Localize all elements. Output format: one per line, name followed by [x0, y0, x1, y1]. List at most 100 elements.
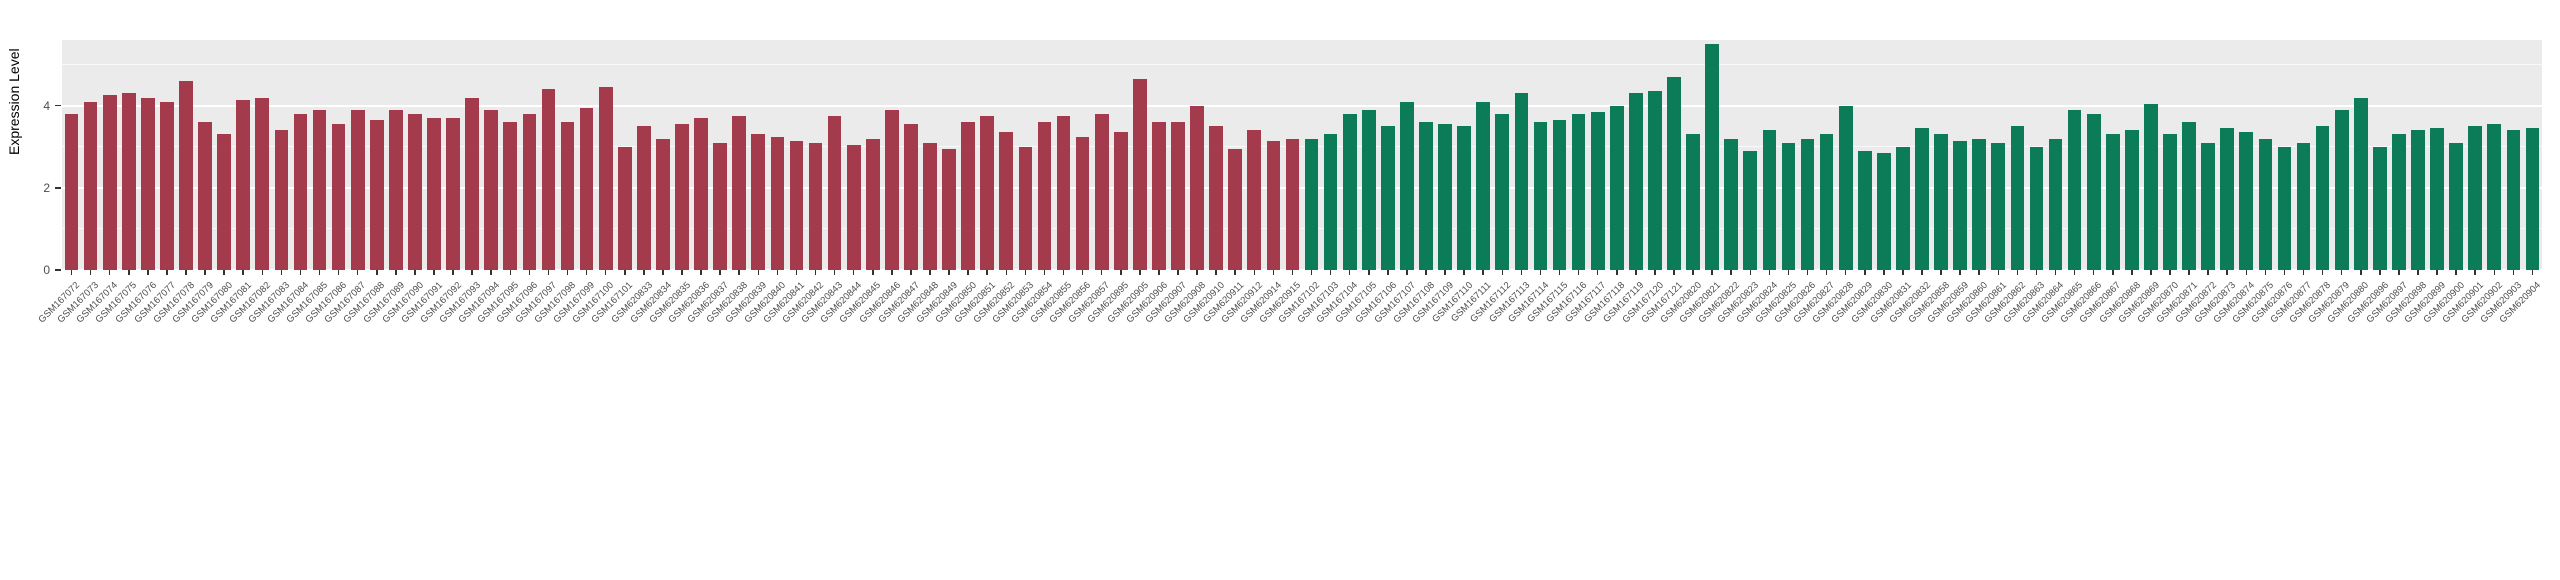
bar-GSM620841: [789, 140, 804, 270]
bar-GSM167119: [1628, 93, 1643, 270]
x-tick-mark: [89, 270, 92, 275]
x-tick-mark: [643, 270, 645, 275]
x-tick-mark: [2360, 270, 2362, 275]
x-tick-mark: [547, 270, 550, 275]
x-tick-mark: [2321, 270, 2324, 275]
x-tick-mark: [852, 270, 855, 275]
bar-GSM620830: [1876, 152, 1891, 270]
bar-GSM167109: [1438, 124, 1452, 270]
x-tick-mark: [757, 270, 760, 275]
x-tick-mark: [1539, 270, 1542, 275]
x-tick-mark: [1291, 270, 1294, 275]
bar-GSM620822: [1724, 138, 1739, 270]
bar-GSM167099: [579, 107, 594, 270]
bar-GSM167082: [255, 97, 270, 270]
x-tick-mark: [356, 270, 359, 275]
bar-GSM167103: [1323, 134, 1338, 270]
x-tick-mark: [1329, 270, 1332, 275]
gridline-minor: [62, 228, 2542, 230]
bar-GSM620878: [2315, 126, 2330, 270]
y-tick-label: 0: [43, 263, 50, 277]
bar-GSM620843: [827, 115, 842, 270]
x-tick-mark: [604, 270, 607, 275]
bar-GSM620853: [1018, 146, 1033, 270]
bar-GSM620827: [1819, 134, 1834, 270]
x-tick-mark: [2054, 270, 2057, 275]
bar-GSM620901: [2468, 126, 2483, 270]
bar-GSM620848: [923, 142, 937, 270]
y-tick-label: 4: [43, 98, 50, 113]
x-tick-mark: [1635, 270, 1637, 275]
x-tick-mark: [1482, 270, 1484, 275]
x-tick-mark: [624, 270, 626, 275]
x-tick-mark: [891, 270, 893, 275]
x-tick-mark: [1272, 270, 1275, 275]
x-tick-mark: [2493, 270, 2496, 275]
x-tick-mark: [1711, 270, 1713, 275]
bar-GSM167115: [1552, 120, 1567, 270]
x-tick-mark: [929, 270, 931, 275]
bar-GSM167095: [503, 122, 518, 270]
x-tick-mark: [1024, 270, 1027, 275]
bar-GSM620911: [1228, 148, 1243, 270]
bar-GSM620849: [942, 148, 956, 270]
x-tick-mark: [2092, 270, 2095, 275]
x-tick-mark: [795, 270, 798, 275]
bar-GSM620877: [2296, 142, 2311, 270]
bar-GSM620823: [1743, 150, 1758, 270]
bar-GSM167090: [408, 113, 422, 270]
x-tick-mark: [585, 270, 588, 275]
x-tick-mark: [2531, 270, 2534, 275]
x-tick-mark: [70, 270, 73, 275]
x-tick-mark: [2512, 270, 2515, 275]
x-tick-mark: [337, 270, 340, 275]
x-tick-mark: [1768, 270, 1771, 275]
x-tick-mark: [1310, 270, 1313, 275]
bar-GSM620838: [732, 115, 747, 270]
x-tick-mark: [1387, 270, 1389, 275]
bar-GSM620862: [2010, 126, 2025, 270]
bar-GSM620879: [2334, 109, 2349, 270]
x-tick-mark: [280, 270, 283, 275]
x-tick-mark: [910, 270, 912, 275]
x-tick-mark: [2112, 270, 2114, 275]
x-tick-mark: [1139, 270, 1141, 275]
bar-GSM620876: [2277, 146, 2292, 270]
bar-GSM167085: [312, 109, 327, 270]
bar-GSM620875: [2258, 138, 2273, 270]
x-tick-mark: [318, 270, 321, 275]
bar-GSM167104: [1342, 113, 1357, 270]
bar-GSM620898: [2411, 130, 2425, 270]
y-tick-mark: [55, 104, 61, 107]
x-tick-mark: [2226, 270, 2228, 275]
x-tick-mark: [1348, 270, 1351, 275]
bar-GSM620858: [1934, 134, 1948, 270]
x-tick-mark: [490, 270, 492, 275]
bar-GSM167106: [1380, 126, 1395, 270]
bar-GSM167072: [64, 113, 79, 270]
x-tick-mark: [1425, 270, 1427, 275]
x-tick-mark: [1940, 270, 1942, 275]
bar-GSM620840: [770, 136, 785, 270]
bar-GSM620856: [1075, 136, 1090, 270]
bar-GSM167092: [446, 118, 460, 270]
x-tick-mark: [1177, 270, 1179, 275]
x-tick-mark: [2169, 270, 2171, 275]
bar-GSM620903: [2506, 130, 2521, 270]
bar-GSM167108: [1419, 122, 1433, 270]
x-tick-mark: [1120, 270, 1122, 275]
x-tick-mark: [1234, 270, 1236, 275]
bar-GSM620908: [1190, 105, 1204, 270]
x-tick-mark: [471, 270, 473, 275]
x-tick-mark: [1406, 270, 1408, 275]
bar-GSM620832: [1915, 128, 1929, 270]
bar-GSM167084: [293, 113, 308, 270]
x-tick-mark: [128, 270, 130, 275]
bar-GSM620906: [1152, 122, 1166, 270]
bar-GSM620867: [2105, 134, 2120, 270]
bar-GSM620900: [2449, 142, 2464, 270]
gridline-minor: [62, 146, 2542, 148]
x-tick-mark: [1501, 270, 1504, 275]
plot-panel: [62, 40, 2542, 271]
bar-GSM620899: [2430, 128, 2444, 270]
